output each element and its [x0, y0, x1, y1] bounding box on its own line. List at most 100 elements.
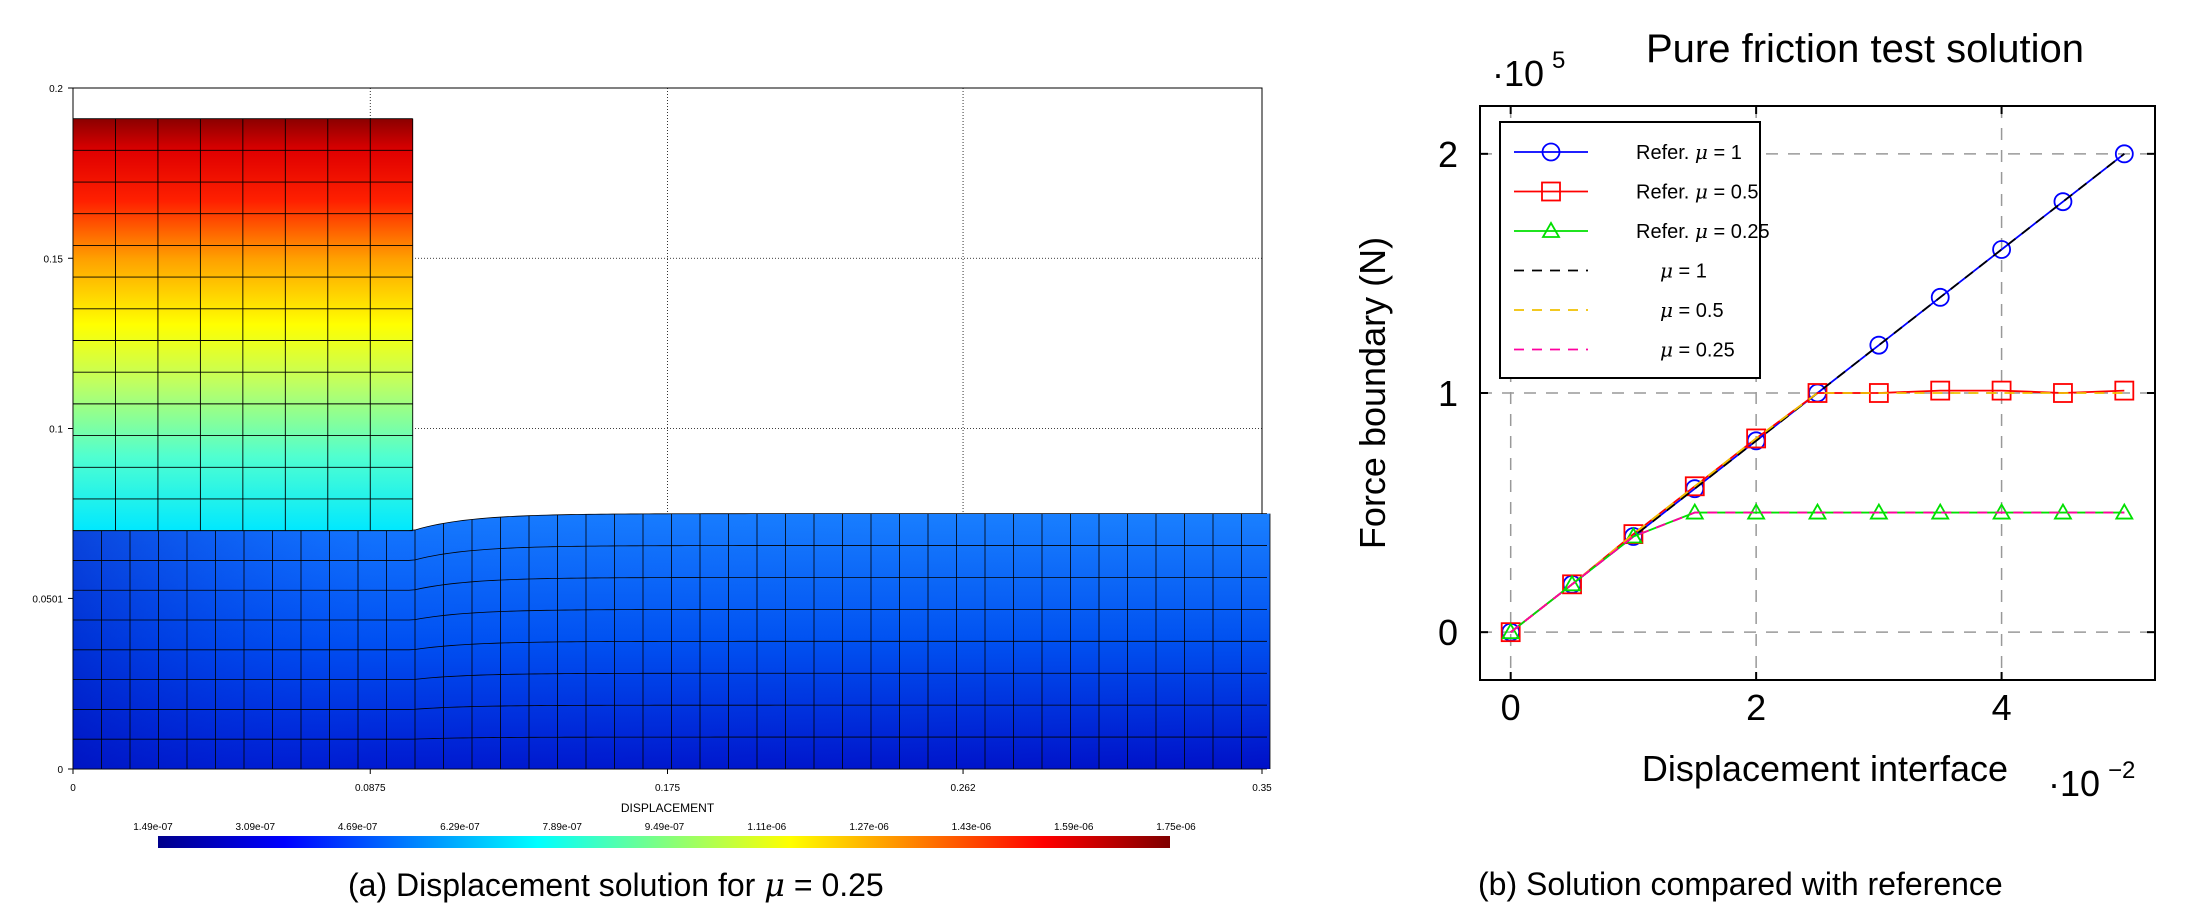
- data-point-circle: [1541, 142, 1561, 162]
- data-point-square: [2053, 383, 2073, 403]
- x-tick-label: 0: [70, 783, 76, 794]
- y-tick-label: 0: [1438, 612, 1458, 653]
- caption-left-value: = 0.25: [793, 867, 884, 903]
- data-point-square: [1541, 181, 1561, 202]
- x-tick-label: 0: [1501, 687, 1521, 728]
- friction-chart: Pure friction test solution ·10 5 0 2 4 0 1 2…: [1352, 27, 2156, 804]
- y-tick-label: 0.2: [49, 84, 63, 95]
- legend-entry: Refer. μ = 0.5: [1514, 180, 1759, 204]
- legend: Refer. μ = 1 Refer. μ = 0.5 Refer. μ = 0.2…: [1499, 121, 1770, 379]
- y-axis-label: Force boundary (N): [1352, 237, 1393, 549]
- data-point-square: [1746, 428, 1767, 449]
- colorbar-tick-label: 1.27e-06: [849, 822, 889, 833]
- colorbar-tick-label: 7.89e-07: [542, 822, 582, 833]
- series-square: [1500, 380, 2135, 643]
- colorbar-tick-label: 4.69e-07: [338, 822, 378, 833]
- mesh-line: [73, 736, 1267, 740]
- data-point-circle: [2053, 192, 2073, 212]
- axis-ticks: 0 2 4 0 1 2: [1438, 106, 2155, 728]
- data-point-triangle: [1992, 502, 2012, 520]
- data-point-triangle: [1746, 502, 1766, 520]
- caption-right: (b) Solution compared with reference: [1478, 866, 2003, 902]
- mesh: [72, 118, 1271, 770]
- caption-left-text: (a) Displacement solution for: [348, 867, 756, 903]
- axis-ticks: 0 0.0875 0.175 0.262 0.35 0 0.0501 0.1 0.15 0.2: [32, 84, 1272, 794]
- legend-entry: μ = 1: [1514, 259, 1707, 283]
- foundation-mesh-lines: [72, 513, 1271, 770]
- mesh-line: [73, 577, 1267, 591]
- legend-entry: Refer. μ = 1: [1514, 140, 1742, 164]
- legend-label: Refer. μ = 0.5: [1636, 180, 1759, 204]
- caption-left: (a) Displacement solution for μ = 0.25: [348, 866, 884, 904]
- x-tick-label: 4: [1992, 687, 2012, 728]
- data-point-triangle: [2114, 502, 2134, 520]
- data-point-triangle: [1869, 502, 1889, 520]
- data-point-triangle: [1501, 622, 1521, 640]
- mesh-line: [73, 704, 1267, 710]
- x-exponent: −2: [2108, 757, 2135, 784]
- caption-left-mu: μ: [764, 866, 785, 904]
- legend-entry: μ = 0.5: [1514, 298, 1724, 322]
- data-point-triangle: [2053, 502, 2073, 520]
- mesh-line: [73, 545, 1267, 561]
- x-multiplier: ·10: [2048, 763, 2100, 804]
- x-tick-label: 0.175: [655, 783, 680, 794]
- y-tick-label: 0.0501: [32, 594, 63, 605]
- data-point-square: [1684, 476, 1705, 497]
- series-line: [1510, 511, 2125, 633]
- series-none-dashed: [1510, 511, 2125, 633]
- data-point-circle: [1930, 287, 1950, 307]
- colorbar-tick-label: 6.29e-07: [440, 822, 480, 833]
- series-line: [1510, 389, 2125, 633]
- displacement-plot: 0 0.0875 0.175 0.262 0.35 0 0.0501 0.1 0.15 0.2 D…: [32, 84, 1272, 848]
- colorbar-tick-label: 1.43e-06: [952, 822, 992, 833]
- legend-box: [1499, 121, 1761, 379]
- colorbar-tick-label: 1.49e-07: [133, 822, 173, 833]
- colorbar-tick-label: 1.75e-06: [1156, 822, 1196, 833]
- data-point-triangle: [1562, 574, 1582, 592]
- legend-label: μ = 1: [1660, 259, 1707, 283]
- colorbar-tick-label: 1.59e-06: [1054, 822, 1094, 833]
- data-point-triangle: [1623, 526, 1643, 544]
- series-line: [1510, 392, 2125, 633]
- legend-label: μ = 0.5: [1660, 298, 1724, 322]
- data-point-square: [1930, 380, 1951, 401]
- series-line: [1510, 511, 2125, 633]
- colorbar-tick-label: 1.11e-06: [747, 822, 786, 833]
- legend-entry: Refer. μ = 0.25: [1514, 219, 1770, 243]
- legend-label: Refer. μ = 1: [1636, 140, 1742, 164]
- block-mesh-lines: [72, 118, 414, 532]
- legend-label: Refer. μ = 0.25: [1636, 219, 1770, 243]
- data-point-triangle: [1930, 502, 1950, 520]
- data-point-triangle: [1541, 221, 1561, 238]
- colorbar: [158, 836, 1170, 848]
- y-tick-label: 0.15: [44, 254, 64, 265]
- mesh-line: [73, 608, 1267, 621]
- y-multiplier: ·10: [1492, 53, 1544, 94]
- chart-title: Pure friction test solution: [1646, 27, 2084, 71]
- data-point-square: [1991, 380, 2012, 401]
- y-tick-label: 1: [1438, 373, 1458, 414]
- data-point-square: [2114, 380, 2135, 401]
- x-tick-label: 0.35: [1252, 783, 1272, 794]
- colorbar-labels: 1.49e-07 3.09e-07 4.69e-07 6.29e-07 7.89e-07…: [133, 822, 1196, 833]
- data-point-circle: [1992, 240, 2011, 259]
- x-tick-label: 0.0875: [355, 783, 386, 794]
- data-point-circle: [1869, 335, 1889, 355]
- series-none-dashed: [1510, 392, 2125, 633]
- data-point-triangle: [1685, 502, 1705, 520]
- data-point-triangle: [1807, 502, 1828, 520]
- mesh-line: [73, 640, 1267, 651]
- legend-entry: μ = 0.25: [1514, 338, 1735, 362]
- series-group: [1500, 144, 2135, 643]
- x-tick-label: 0.262: [951, 783, 976, 794]
- y-tick-label: 0.1: [49, 425, 63, 436]
- y-exponent: 5: [1552, 47, 1565, 74]
- x-axis-label: Displacement interface: [1642, 748, 2008, 789]
- y-tick-label: 2: [1438, 134, 1458, 175]
- mesh-line: [73, 513, 1267, 532]
- data-point-circle: [2114, 144, 2134, 164]
- mesh-line: [73, 672, 1267, 681]
- x-axis-label: DISPLACEMENT: [621, 801, 715, 815]
